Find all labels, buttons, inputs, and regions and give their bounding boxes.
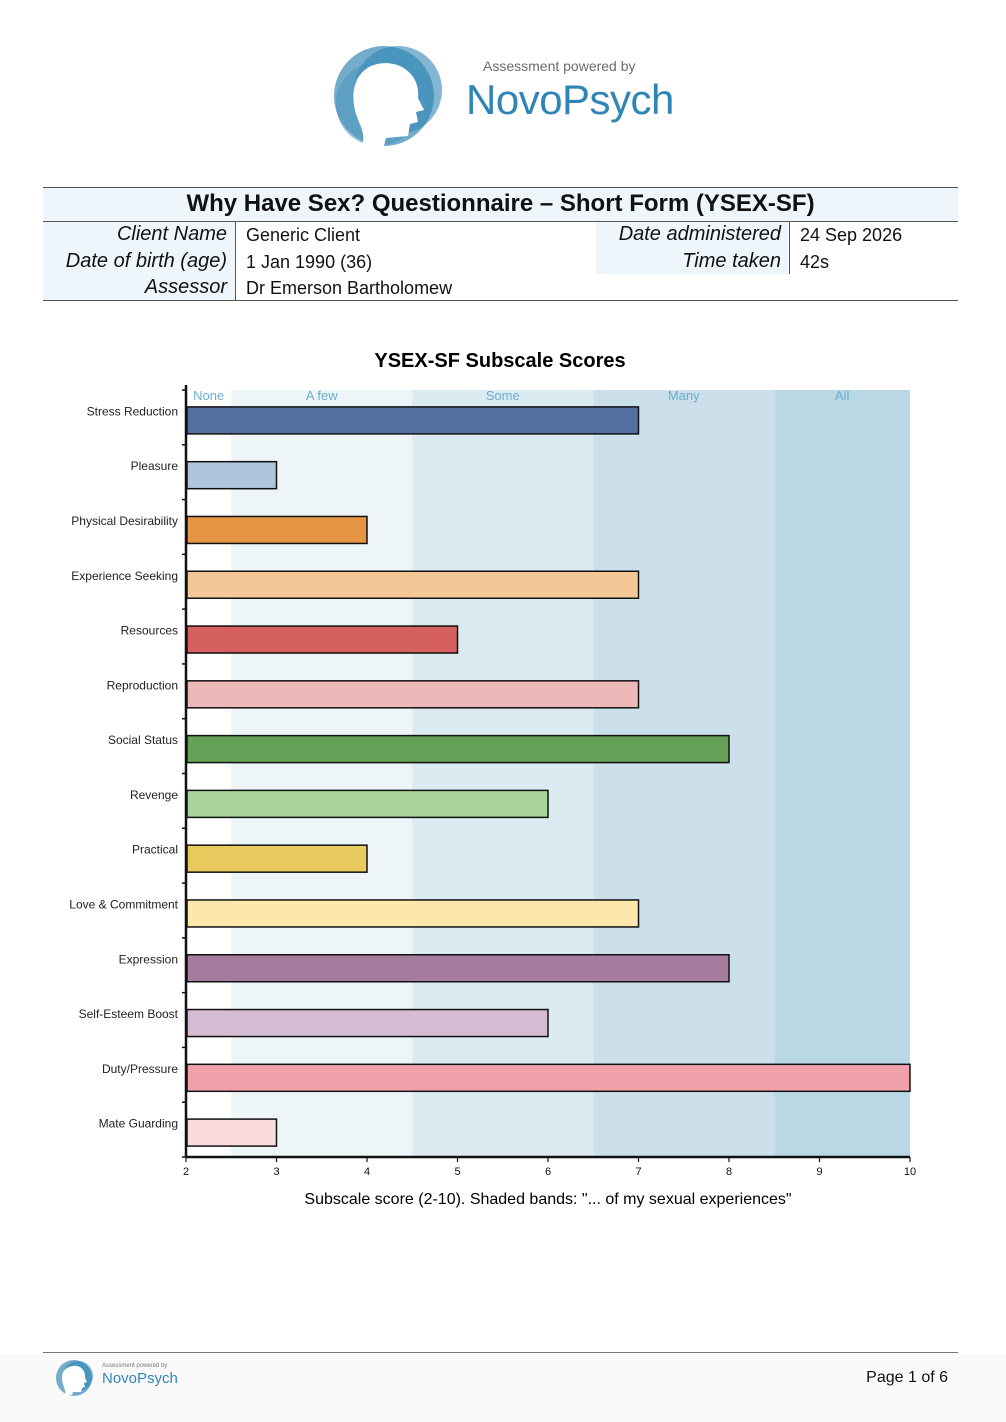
bar: [186, 1063, 911, 1093]
assessor-label: Assessor: [144, 276, 227, 298]
band-label: A few: [306, 388, 338, 403]
x-axis-label: Subscale score (2-10). Shaded bands: "..…: [304, 1191, 791, 1208]
client-name-value: Generic Client: [246, 225, 361, 245]
band-3: [593, 390, 775, 1157]
bar: [186, 1118, 278, 1147]
powered-by-text: Assessment powered by: [483, 58, 636, 74]
x-tick-label: 7: [635, 1166, 641, 1178]
category-label: Practical: [132, 843, 178, 857]
band-label: Some: [486, 388, 520, 403]
footer-powered-by-text: Assessment powered by: [102, 1363, 168, 1369]
chart-title: YSEX-SF Subscale Scores: [374, 350, 625, 372]
bar: [186, 460, 278, 490]
x-tick-label: 10: [904, 1166, 916, 1178]
brand-name: NovoPsych: [466, 76, 674, 123]
date-administered-value: 24 Sep 2026: [800, 225, 903, 245]
x-tick-label: 8: [726, 1166, 732, 1178]
category-label: Love & Commitment: [69, 897, 178, 911]
x-tick-label: 2: [183, 1166, 189, 1178]
time-taken-label: Time taken: [682, 250, 781, 272]
report-title: Why Have Sex? Questionnaire – Short Form…: [186, 190, 815, 217]
bar: [186, 789, 549, 819]
band-label: All: [835, 388, 850, 403]
band-2: [412, 390, 594, 1157]
assessor-value: Dr Emerson Bartholomew: [246, 278, 453, 298]
band-1: [231, 390, 413, 1157]
bar: [186, 899, 640, 928]
band-4: [774, 390, 910, 1157]
bar: [186, 680, 640, 709]
dob-value: 1 Jan 1990 (36): [246, 252, 373, 272]
category-label: Experience Seeking: [71, 569, 178, 583]
band-0: [186, 390, 232, 1157]
footer-head-logo-icon: [56, 1360, 93, 1396]
head-logo-icon: [334, 46, 442, 146]
bar: [186, 406, 640, 435]
x-tick-label: 6: [545, 1166, 551, 1178]
category-label: Stress Reduction: [87, 404, 178, 418]
subscale-chart: None A few Some Many All Stress Reduction Ple…: [0, 335, 1006, 1215]
x-tick-label: 4: [364, 1166, 370, 1178]
category-label: Physical Desirability: [71, 514, 178, 528]
bar: [186, 570, 640, 599]
bar: [186, 515, 368, 545]
category-label: Reproduction: [107, 678, 178, 692]
x-tick-label: 5: [454, 1166, 460, 1178]
x-tick-label: 9: [816, 1166, 822, 1178]
bar-chart-svg: None A few Some Many All Stress Reduction Ple…: [69, 350, 916, 1208]
category-label: Expression: [119, 952, 178, 966]
category-label: Self-Esteem Boost: [79, 1007, 179, 1021]
footer-brand-name: NovoPsych: [102, 1370, 178, 1387]
client-name-label: Client Name: [116, 223, 227, 245]
band-label: Many: [668, 388, 700, 403]
band-label: None: [193, 388, 224, 403]
date-administered-label: Date administered: [618, 223, 781, 245]
x-tick-label: 3: [273, 1166, 279, 1178]
bar: [186, 625, 459, 654]
dob-label: Date of birth (age): [65, 250, 227, 272]
page-number: Page 1 of 6: [866, 1369, 948, 1386]
category-label: Revenge: [130, 788, 178, 802]
bar: [186, 844, 368, 873]
novopsych-logo: Assessment powered by NovoPsych: [326, 38, 676, 158]
footer-logo: Assessment powered by NovoPsych: [52, 1356, 192, 1400]
category-label: Mate Guarding: [99, 1117, 178, 1131]
bar: [186, 1008, 549, 1038]
category-label: Duty/Pressure: [102, 1062, 178, 1076]
time-taken-value: 42s: [800, 252, 830, 272]
category-label: Pleasure: [131, 459, 179, 473]
bar: [186, 954, 730, 983]
category-label: Resources: [121, 624, 178, 638]
category-label: Social Status: [108, 733, 178, 747]
bar: [186, 734, 730, 764]
